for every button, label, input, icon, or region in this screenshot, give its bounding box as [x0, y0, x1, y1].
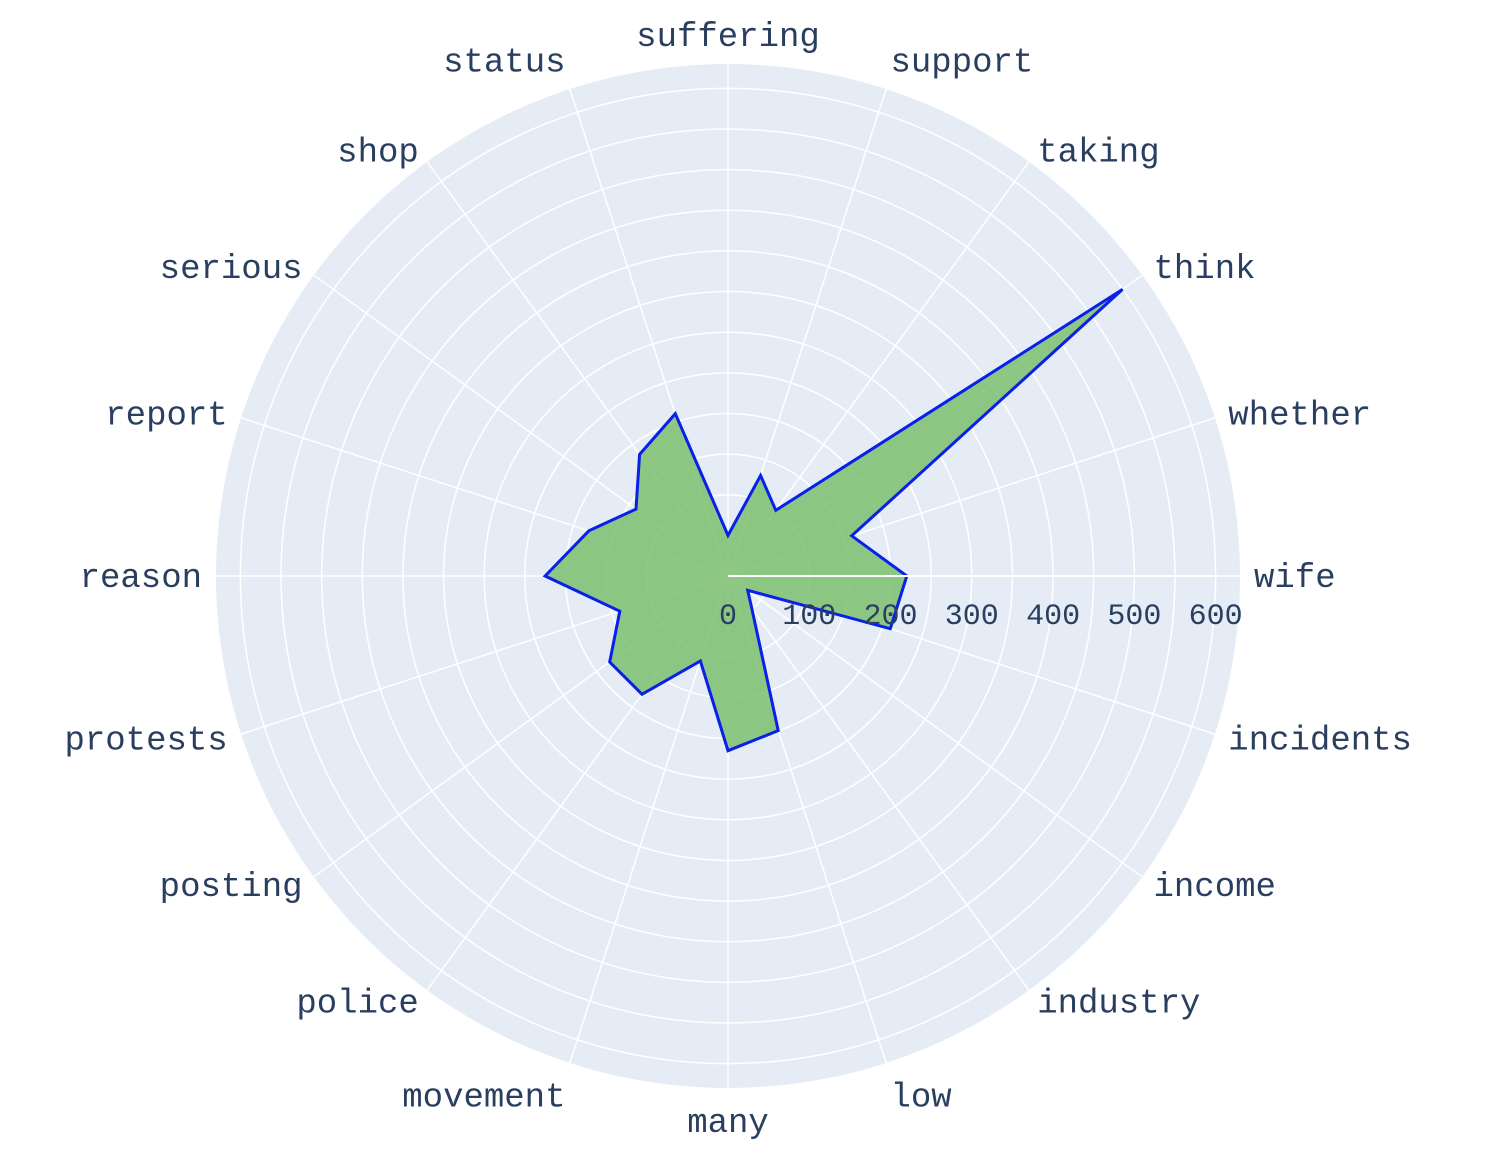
category-label-protests: protests	[64, 723, 227, 761]
data-point-whether	[851, 535, 853, 537]
data-point-low	[777, 730, 779, 732]
category-label-posting: posting	[160, 869, 303, 907]
radial-tick-label: 200	[864, 600, 918, 634]
data-point-reason	[544, 575, 546, 577]
category-label-industry: industry	[1037, 986, 1200, 1024]
category-label-suffering: suffering	[636, 19, 820, 57]
data-point-shop	[639, 453, 641, 455]
radial-tick-label: 500	[1107, 600, 1161, 634]
category-label-many: many	[687, 1105, 769, 1143]
category-label-incidents: incidents	[1228, 723, 1412, 761]
radial-tick-label: 400	[1026, 600, 1080, 634]
data-point-incidents	[889, 628, 891, 630]
data-point-think	[1122, 288, 1123, 290]
category-label-serious: serious	[160, 251, 303, 289]
radial-tick-label: 600	[1189, 600, 1243, 634]
category-label-taking: taking	[1037, 135, 1159, 173]
data-point-taking	[775, 509, 777, 511]
data-point-suffering	[727, 534, 729, 536]
data-point-police	[641, 693, 643, 695]
angular-category-labels: wife whether think taking support suffering st…	[64, 19, 1411, 1143]
data-point-support	[760, 475, 762, 476]
data-point-industry	[751, 608, 753, 610]
category-label-income: income	[1154, 869, 1276, 907]
data-point-report	[588, 530, 590, 532]
data-point-many	[727, 750, 729, 752]
series-layer	[542, 288, 1124, 753]
category-label-think: think	[1154, 251, 1256, 289]
data-point-income	[747, 589, 749, 591]
angular-grid-line	[727, 575, 1030, 991]
category-label-whether: whether	[1228, 398, 1371, 436]
category-label-reason: reason	[80, 560, 202, 598]
category-label-police: police	[296, 986, 418, 1024]
category-label-report: report	[105, 398, 227, 436]
radial-tick-label: 300	[945, 600, 999, 634]
category-label-low: low	[891, 1079, 953, 1117]
data-point-protests	[619, 610, 621, 612]
radial-tick-labels: 0 100 200 300 400 500 600	[719, 575, 1243, 634]
category-label-support: support	[891, 45, 1034, 83]
category-label-wife: wife	[1254, 560, 1336, 598]
data-point-status	[674, 413, 676, 415]
category-label-status: status	[443, 45, 565, 83]
data-point-posting	[609, 661, 611, 663]
angular-grid-line	[727, 161, 1030, 577]
radial-tick-label: 100	[782, 600, 836, 634]
data-point-movement	[699, 660, 701, 662]
category-label-shop: shop	[337, 135, 419, 173]
angular-grid-line	[727, 575, 1143, 878]
data-point-serious	[635, 508, 637, 510]
category-label-movement: movement	[402, 1079, 565, 1117]
radial-tick-label: 0	[719, 600, 737, 634]
